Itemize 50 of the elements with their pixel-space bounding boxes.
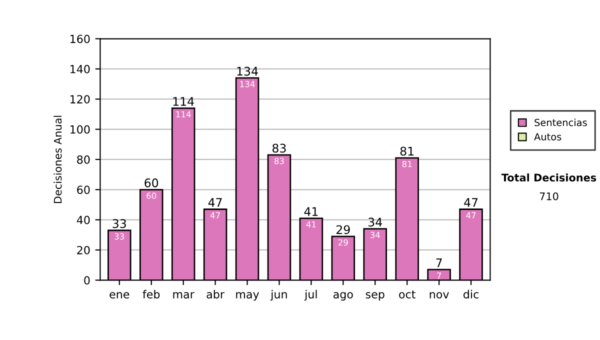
x-tick-label: ago — [333, 292, 353, 301]
x-tick-label: jul — [304, 290, 317, 301]
annotation: 114 — [173, 97, 194, 106]
annotation: 47 — [208, 198, 222, 207]
annotation: 83 — [272, 144, 286, 153]
x-tick-label: oct — [399, 290, 416, 298]
x-tick-label: feb — [142, 290, 160, 298]
legend-label: Sentencias — [534, 118, 587, 126]
annotation: 81 — [400, 146, 414, 156]
x-tick-label: may — [236, 292, 260, 301]
y-tick-label: 160 — [70, 34, 90, 44]
x-tick-label: dic — [464, 290, 478, 298]
y-tick-label: 20 — [77, 246, 90, 254]
annotation: 47 — [464, 198, 478, 207]
data-label: 83 — [274, 158, 284, 164]
x-tick-label: jun — [270, 290, 287, 301]
y-tick-label: 60 — [77, 186, 90, 194]
data-label: 134 — [240, 80, 255, 88]
y-tick-label: 140 — [70, 64, 90, 74]
y-tick-label: 120 — [70, 95, 90, 104]
y-tick-label: 80 — [77, 155, 90, 164]
x-tick-label: ene — [110, 292, 130, 298]
x-tick-label: sep — [366, 292, 384, 301]
x-tick-label: abr — [206, 290, 224, 298]
data-label: 33 — [114, 233, 124, 240]
annotation: 33 — [112, 219, 126, 228]
annotation: 134 — [237, 66, 258, 76]
text: Total Decisiones — [501, 173, 596, 182]
data-label: 34 — [370, 232, 380, 238]
data-label: 47 — [210, 212, 220, 218]
y-tick-label: 0 — [84, 276, 90, 285]
text: 710 — [540, 192, 558, 200]
y-axis-title: Decisiones Anual — [54, 116, 62, 203]
data-label: 114 — [176, 111, 191, 118]
data-label: 41 — [306, 221, 316, 228]
data-label: 60 — [146, 192, 156, 199]
x-tick-label: mar — [173, 292, 194, 298]
legend-label: Autos — [534, 133, 562, 140]
y-tick-label: 40 — [76, 216, 90, 224]
annotation: 29 — [336, 225, 350, 234]
annotation: 60 — [144, 178, 158, 188]
data-label: 7 — [437, 272, 441, 279]
annotation: 7 — [436, 258, 442, 268]
data-label: 81 — [402, 160, 412, 168]
data-label: 47 — [466, 212, 476, 218]
y-tick-label: 100 — [70, 125, 90, 134]
data-label: 29 — [338, 239, 348, 246]
x-tick-label: nov — [430, 292, 449, 298]
annotation: 41 — [304, 207, 318, 216]
annotation: 34 — [368, 218, 382, 227]
